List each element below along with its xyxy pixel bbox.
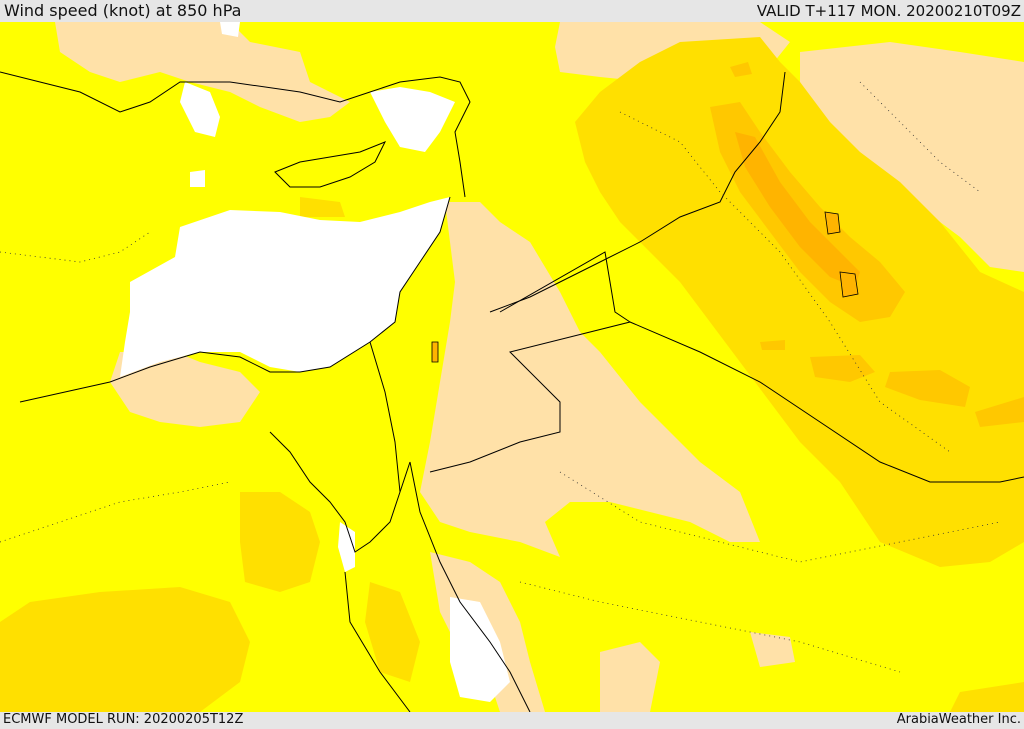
isoline-4 xyxy=(619,111,951,453)
header-bar: Wind speed (knot) at 850 hPa VALID T+117… xyxy=(0,0,1024,22)
credit-label: ArabiaWeather Inc. xyxy=(896,712,1021,727)
border-saudi-iraq xyxy=(629,321,1024,483)
zone-red-sea xyxy=(450,597,510,702)
lake-habbaniyah xyxy=(839,271,859,298)
zone-libya-egypt xyxy=(0,587,250,712)
coast-arabia-red-sea xyxy=(409,461,531,712)
zone-white-top xyxy=(220,22,240,37)
lakes xyxy=(431,211,859,363)
lake-tharthar xyxy=(824,211,841,235)
zone-nile-delta xyxy=(110,352,260,427)
zone-core-3 xyxy=(885,370,970,407)
coast-egypt-red-sea xyxy=(344,571,411,712)
coast-libya xyxy=(19,381,111,403)
zone-cyprus-sea xyxy=(300,197,345,217)
zone-peak xyxy=(735,132,860,287)
model-run-label: ECMWF MODEL RUN: 20200205T12Z xyxy=(3,712,244,727)
moderate-wind-zones xyxy=(0,37,1024,712)
zone-se-corner xyxy=(950,682,1024,712)
zone-core-2 xyxy=(810,355,875,382)
coastlines-borders xyxy=(0,71,1024,712)
zone-core-4 xyxy=(975,397,1024,427)
valid-time-label: VALID T+117 MON. 20200210T09Z xyxy=(756,2,1021,20)
coast-turkey xyxy=(0,71,471,198)
wind-speed-map[interactable] xyxy=(0,22,1024,712)
map-title: Wind speed (knot) at 850 hPa xyxy=(4,1,242,20)
peak-wind-zones xyxy=(735,132,860,287)
border-egypt-israel xyxy=(369,341,401,493)
zone-gulf-suez xyxy=(338,522,355,572)
zone-sudan-coast xyxy=(365,582,420,682)
zone-syria-coast xyxy=(370,87,455,152)
zone-upper-egypt xyxy=(240,492,320,592)
zone-small-white xyxy=(190,170,205,187)
zone-south-1 xyxy=(600,642,660,712)
dotted-isolines xyxy=(0,81,1001,673)
calm-zones xyxy=(120,22,510,702)
footer-bar: ECMWF MODEL RUN: 20200205T12Z ArabiaWeat… xyxy=(0,712,1024,729)
zone-south-2 xyxy=(750,632,795,667)
map-canvas xyxy=(0,22,1024,712)
zone-mesopotamia xyxy=(575,37,1024,567)
zone-core-5 xyxy=(760,340,785,350)
zone-core-6 xyxy=(730,62,752,77)
zone-east-med xyxy=(120,197,450,377)
zone-aegean xyxy=(180,82,220,137)
zone-iran xyxy=(800,42,1024,272)
border-syria-iraq xyxy=(489,71,786,313)
dead-sea xyxy=(431,341,439,363)
coast-cyprus xyxy=(274,141,387,188)
zone-jordan-saudi xyxy=(420,202,760,557)
isoline-1 xyxy=(0,231,151,263)
coast-sinai xyxy=(269,431,411,553)
zone-anatolia xyxy=(55,22,350,122)
border-jordan xyxy=(429,251,632,473)
coast-levant-egypt xyxy=(109,196,451,383)
